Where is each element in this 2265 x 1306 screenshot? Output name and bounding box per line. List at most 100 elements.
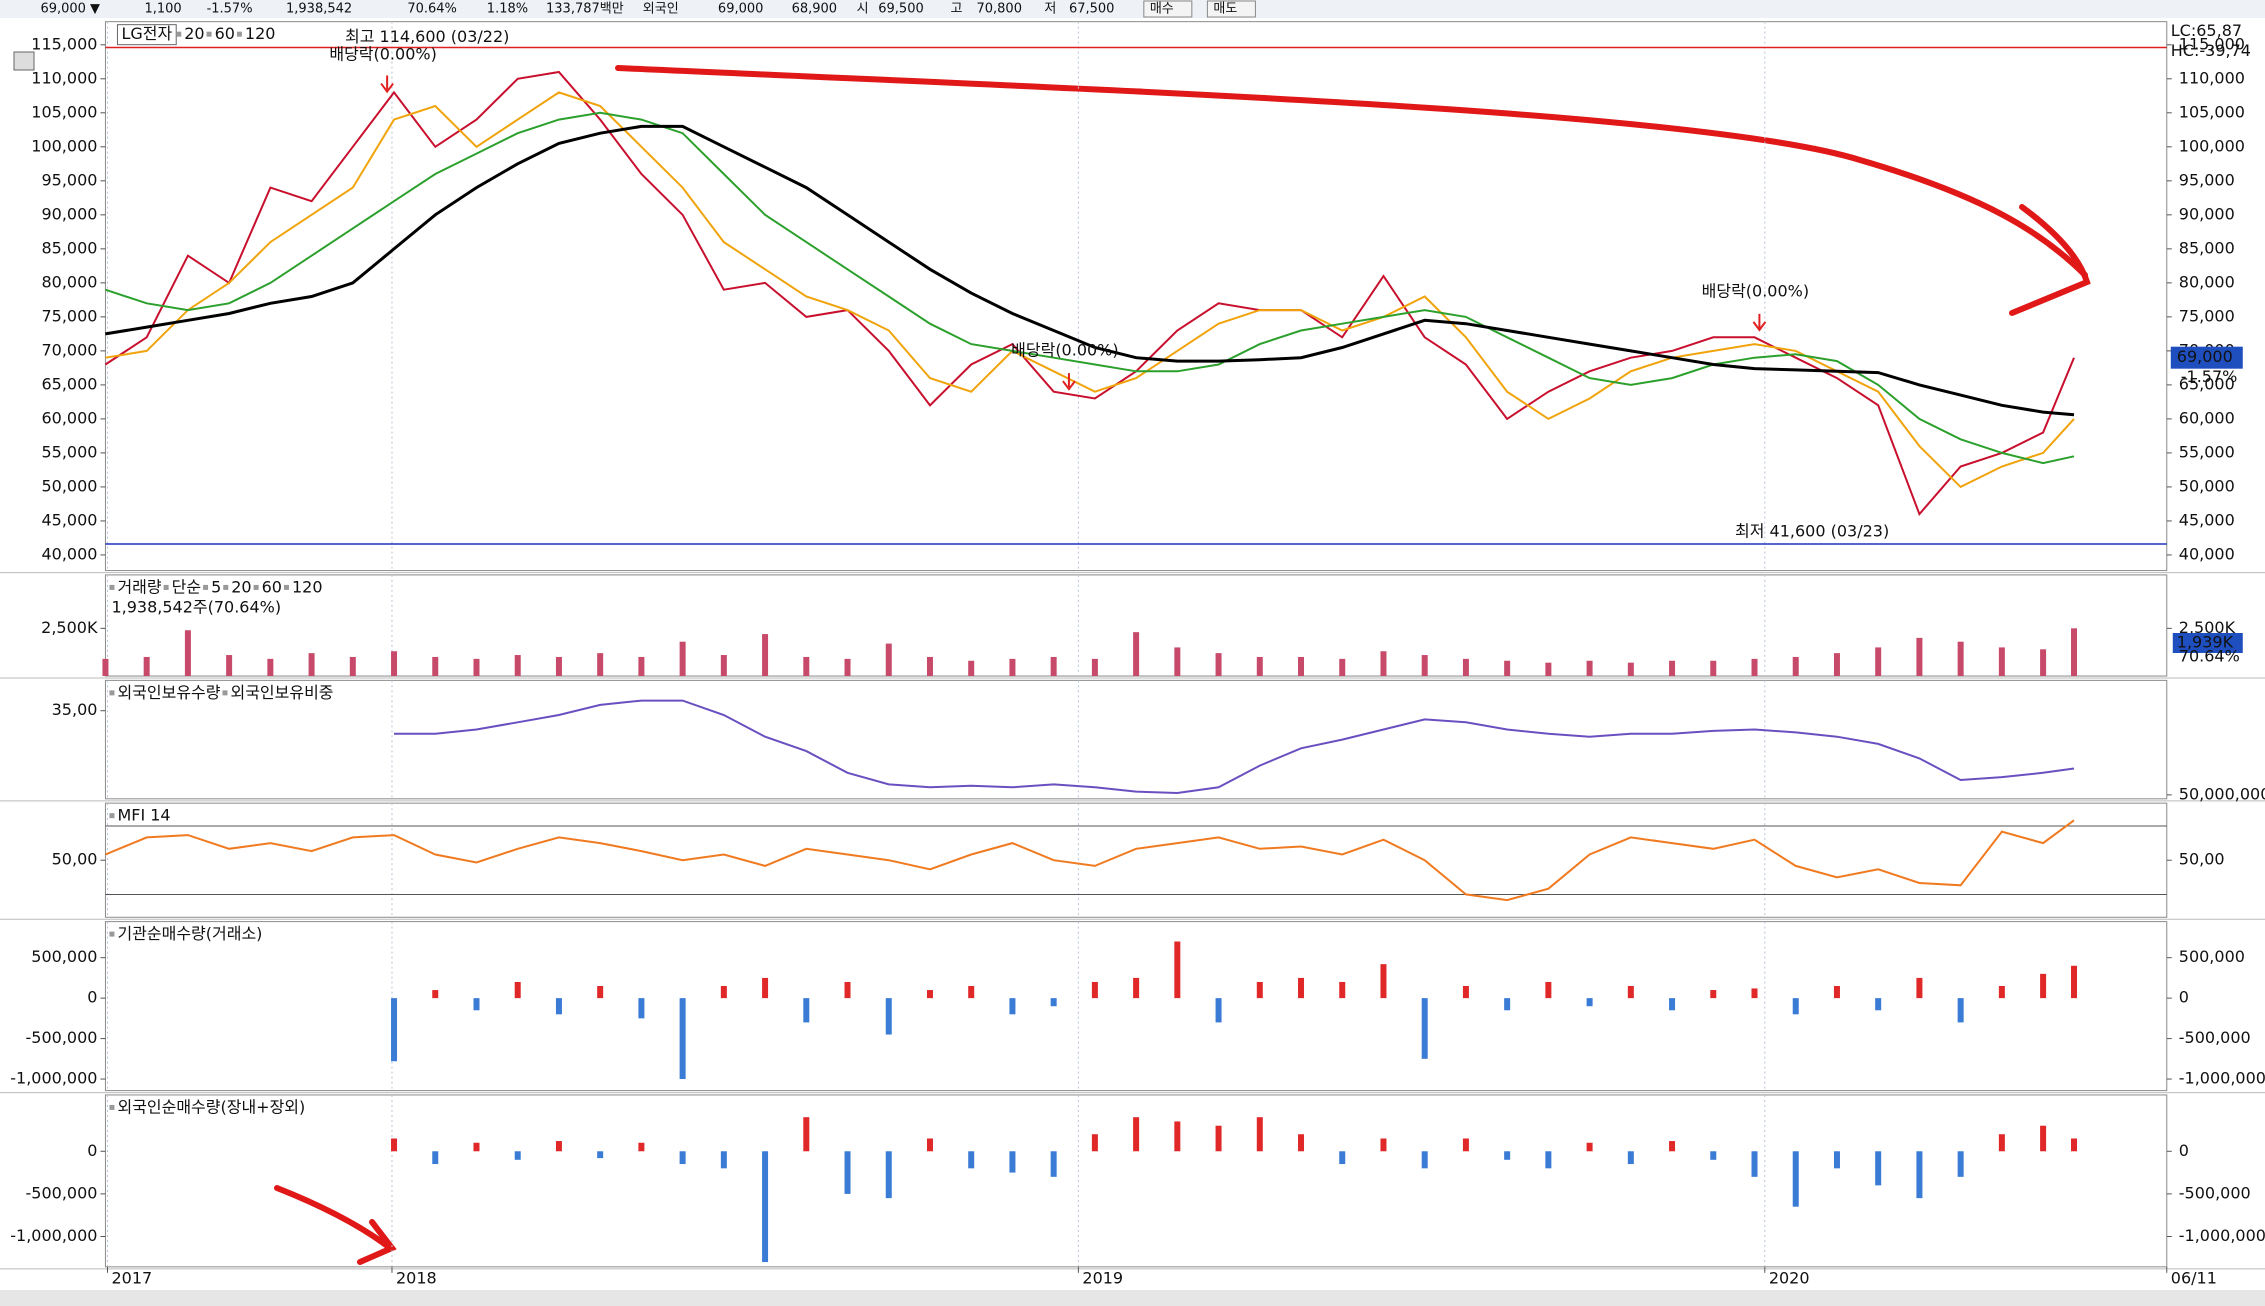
- bar: [926, 656, 933, 677]
- x-tick-label: 06/11: [2171, 1269, 2217, 1288]
- y-tick-label-right: 90,000: [2179, 204, 2235, 223]
- header-cell: -1.57%: [207, 2, 253, 17]
- bar: [1998, 986, 2005, 999]
- bar: [226, 655, 233, 677]
- bar: [1627, 1151, 1634, 1165]
- legend-label: 60: [262, 577, 282, 596]
- y-tick-label-right: 65,000: [2179, 374, 2235, 393]
- bar: [720, 655, 727, 677]
- bar: [1462, 658, 1469, 677]
- bar: [844, 658, 851, 677]
- y-tick-label: 2,500K: [41, 618, 98, 637]
- panel-frame: [104, 921, 2168, 1092]
- legend-swatch: [109, 1104, 115, 1110]
- header-button[interactable]: [1143, 0, 1193, 18]
- y-tick-label: 115,000: [31, 34, 97, 53]
- bar: [762, 977, 769, 999]
- y-tick-label: -500,000: [26, 1183, 98, 1202]
- bar: [597, 986, 604, 999]
- bar: [679, 1151, 686, 1165]
- series-line: [104, 70, 2075, 517]
- panel-frame: [104, 1094, 2168, 1268]
- legend-label: 외국인순매수량(장내+장외): [117, 1097, 305, 1116]
- bar: [1339, 658, 1346, 677]
- legend-swatch: [223, 584, 229, 590]
- bar: [1710, 990, 1717, 999]
- bar: [1050, 998, 1057, 1007]
- header-cell: 외국인: [643, 2, 679, 17]
- last-box-change: 70.64%: [2179, 647, 2240, 666]
- bar: [638, 656, 645, 677]
- bar: [349, 656, 356, 677]
- header-cell: 1.18%: [487, 2, 528, 17]
- bar: [885, 643, 892, 677]
- y-tick-label: 65,000: [41, 374, 97, 393]
- toolbar-icon[interactable]: [13, 51, 35, 71]
- y-tick-label: 75,000: [41, 306, 97, 325]
- bar: [1545, 662, 1552, 677]
- bar: [1091, 658, 1098, 677]
- legend-swatch: [163, 584, 169, 590]
- y-tick-label-right: 2,500K: [2179, 618, 2236, 637]
- trend-arrow: [615, 65, 2088, 278]
- bar: [184, 630, 191, 677]
- y-tick-label-right: 45,000: [2179, 510, 2235, 529]
- y-tick-label: 110,000: [31, 68, 97, 87]
- bar: [968, 1151, 975, 1169]
- annotation-arrow: [1062, 373, 1076, 391]
- bar: [555, 998, 562, 1015]
- y-tick-label-right: 100,000: [2179, 136, 2245, 155]
- y-tick-label-right: 0: [2179, 988, 2189, 1007]
- extreme-label: 최고 114,600 (03/22): [345, 27, 509, 46]
- bar: [720, 1151, 727, 1169]
- header-cell: 67,500: [1069, 2, 1115, 17]
- bar: [1833, 986, 1840, 999]
- legend-swatch: [109, 813, 115, 819]
- y-tick-label: 70,000: [41, 340, 97, 359]
- legend-label: 기관순매수량(거래소): [117, 924, 262, 943]
- corner-label: LC:65,87: [2171, 21, 2242, 40]
- y-tick-label-right: 75,000: [2179, 306, 2235, 325]
- bar: [473, 658, 480, 677]
- bar: [1091, 981, 1098, 999]
- bar: [1792, 656, 1799, 677]
- bar: [803, 656, 810, 677]
- header-button[interactable]: [1206, 0, 1256, 18]
- annotation: 배당락(0.00%): [1011, 341, 1118, 360]
- legend-swatch: [109, 931, 115, 937]
- bar: [1669, 998, 1676, 1011]
- y-tick-label: 45,000: [41, 510, 97, 529]
- header-button-label: 매수: [1150, 2, 1174, 17]
- bar: [2040, 649, 2047, 677]
- y-tick-label: 50,000: [41, 476, 97, 495]
- bar: [267, 658, 274, 677]
- bar: [1504, 998, 1511, 1011]
- bar: [926, 1138, 933, 1152]
- series-line: [105, 819, 2075, 902]
- last-box: [2172, 633, 2243, 653]
- bar: [1875, 1151, 1882, 1186]
- bar: [514, 655, 521, 677]
- header-cell: 고: [950, 2, 962, 17]
- legend-label: 60: [215, 24, 235, 43]
- bar: [2071, 1138, 2078, 1152]
- legend-swatch: [109, 690, 115, 696]
- y-tick-label: 85,000: [41, 238, 97, 257]
- legend-swatch: [222, 690, 228, 696]
- y-tick-label-right: -1,000,000: [2179, 1069, 2265, 1088]
- bar: [1916, 977, 1923, 999]
- bar: [1298, 977, 1305, 999]
- series-line: [394, 699, 2075, 795]
- header-cell: 70,800: [976, 2, 1022, 17]
- bar: [1380, 964, 1387, 999]
- header-cell: 69,000 ▼: [40, 2, 100, 17]
- bar: [679, 998, 686, 1080]
- series-line: [105, 91, 2075, 489]
- bar: [1875, 998, 1882, 1011]
- bar: [1669, 660, 1676, 677]
- bar: [1380, 1138, 1387, 1152]
- legend-label: 단순: [172, 577, 201, 596]
- legend-label: 20: [184, 24, 204, 43]
- bar: [1133, 977, 1140, 999]
